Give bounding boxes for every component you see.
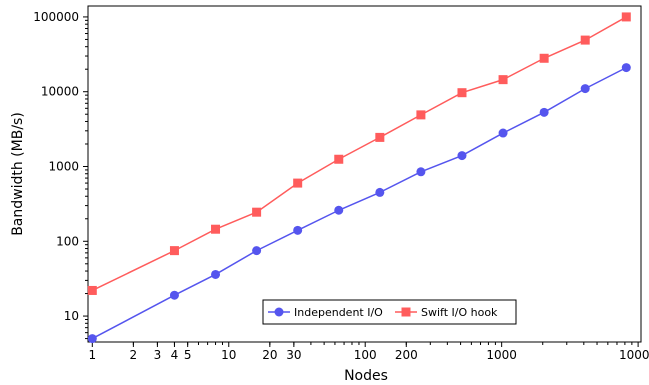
x-tick-label: 4	[171, 348, 179, 362]
x-tick-label: 1000	[486, 348, 517, 362]
y-tick-label: 1000	[48, 159, 79, 173]
data-point-swift-io-hook	[416, 110, 426, 120]
data-point-swift-io-hook	[169, 246, 179, 256]
data-point-swift-io-hook	[457, 88, 467, 98]
data-point-independent-io	[211, 269, 221, 279]
x-tick-label: 200	[395, 348, 418, 362]
legend-label-independent: Independent I/O	[294, 306, 383, 319]
data-point-independent-io	[87, 334, 97, 344]
series-independent-io	[87, 63, 631, 344]
x-tick-label: 20	[262, 348, 277, 362]
x-tick-label: 1	[88, 348, 96, 362]
y-tick-label: 10000	[41, 85, 79, 99]
data-point-swift-io-hook	[334, 154, 344, 164]
series-group	[87, 12, 631, 344]
data-point-independent-io	[375, 187, 385, 197]
y-axis-title: Bandwidth (MB/s)	[10, 112, 26, 236]
data-point-swift-io-hook	[498, 75, 508, 85]
data-point-independent-io	[498, 128, 508, 138]
legend-marker-independent	[274, 307, 284, 317]
legend: Independent I/O Swift I/O hook	[262, 299, 517, 325]
series-swift-io-hook	[87, 12, 631, 295]
data-point-independent-io	[580, 84, 590, 94]
y-tick-label: 100000	[33, 10, 79, 24]
y-tick-label: 100	[56, 234, 79, 248]
data-point-independent-io	[457, 151, 467, 161]
data-point-swift-io-hook	[211, 224, 221, 234]
data-point-swift-io-hook	[375, 132, 385, 142]
data-point-independent-io	[539, 107, 549, 117]
legend-label-swift: Swift I/O hook	[421, 306, 498, 319]
x-axis-title: Nodes	[344, 368, 388, 384]
data-point-swift-io-hook	[252, 207, 262, 217]
data-point-swift-io-hook	[539, 53, 549, 63]
data-point-swift-io-hook	[621, 12, 631, 22]
data-point-independent-io	[416, 167, 426, 177]
x-tick-label: 5	[184, 348, 192, 362]
data-point-independent-io	[169, 290, 179, 300]
legend-marker-swift	[401, 307, 411, 317]
x-tick-label: 3	[154, 348, 162, 362]
x-tick-label: 100	[354, 348, 377, 362]
axis-ticks: 1 2 345 10 20 30 100 200 1000 10000 10 100 1000 10000…	[33, 10, 649, 362]
x-tick-label: 2	[130, 348, 138, 362]
y-tick-label: 10	[64, 309, 79, 323]
data-point-independent-io	[621, 63, 631, 73]
legend-box	[262, 299, 517, 325]
plot-area-border	[87, 5, 642, 343]
x-tick-label: 10000	[619, 348, 649, 362]
data-point-swift-io-hook	[293, 178, 303, 188]
data-point-independent-io	[293, 225, 303, 235]
data-point-independent-io	[252, 246, 262, 256]
data-point-swift-io-hook	[87, 285, 97, 295]
x-tick-label: 10	[221, 348, 236, 362]
plot-frame	[87, 5, 642, 343]
data-point-independent-io	[334, 205, 344, 215]
data-point-swift-io-hook	[580, 35, 590, 45]
x-tick-label: 30	[286, 348, 301, 362]
